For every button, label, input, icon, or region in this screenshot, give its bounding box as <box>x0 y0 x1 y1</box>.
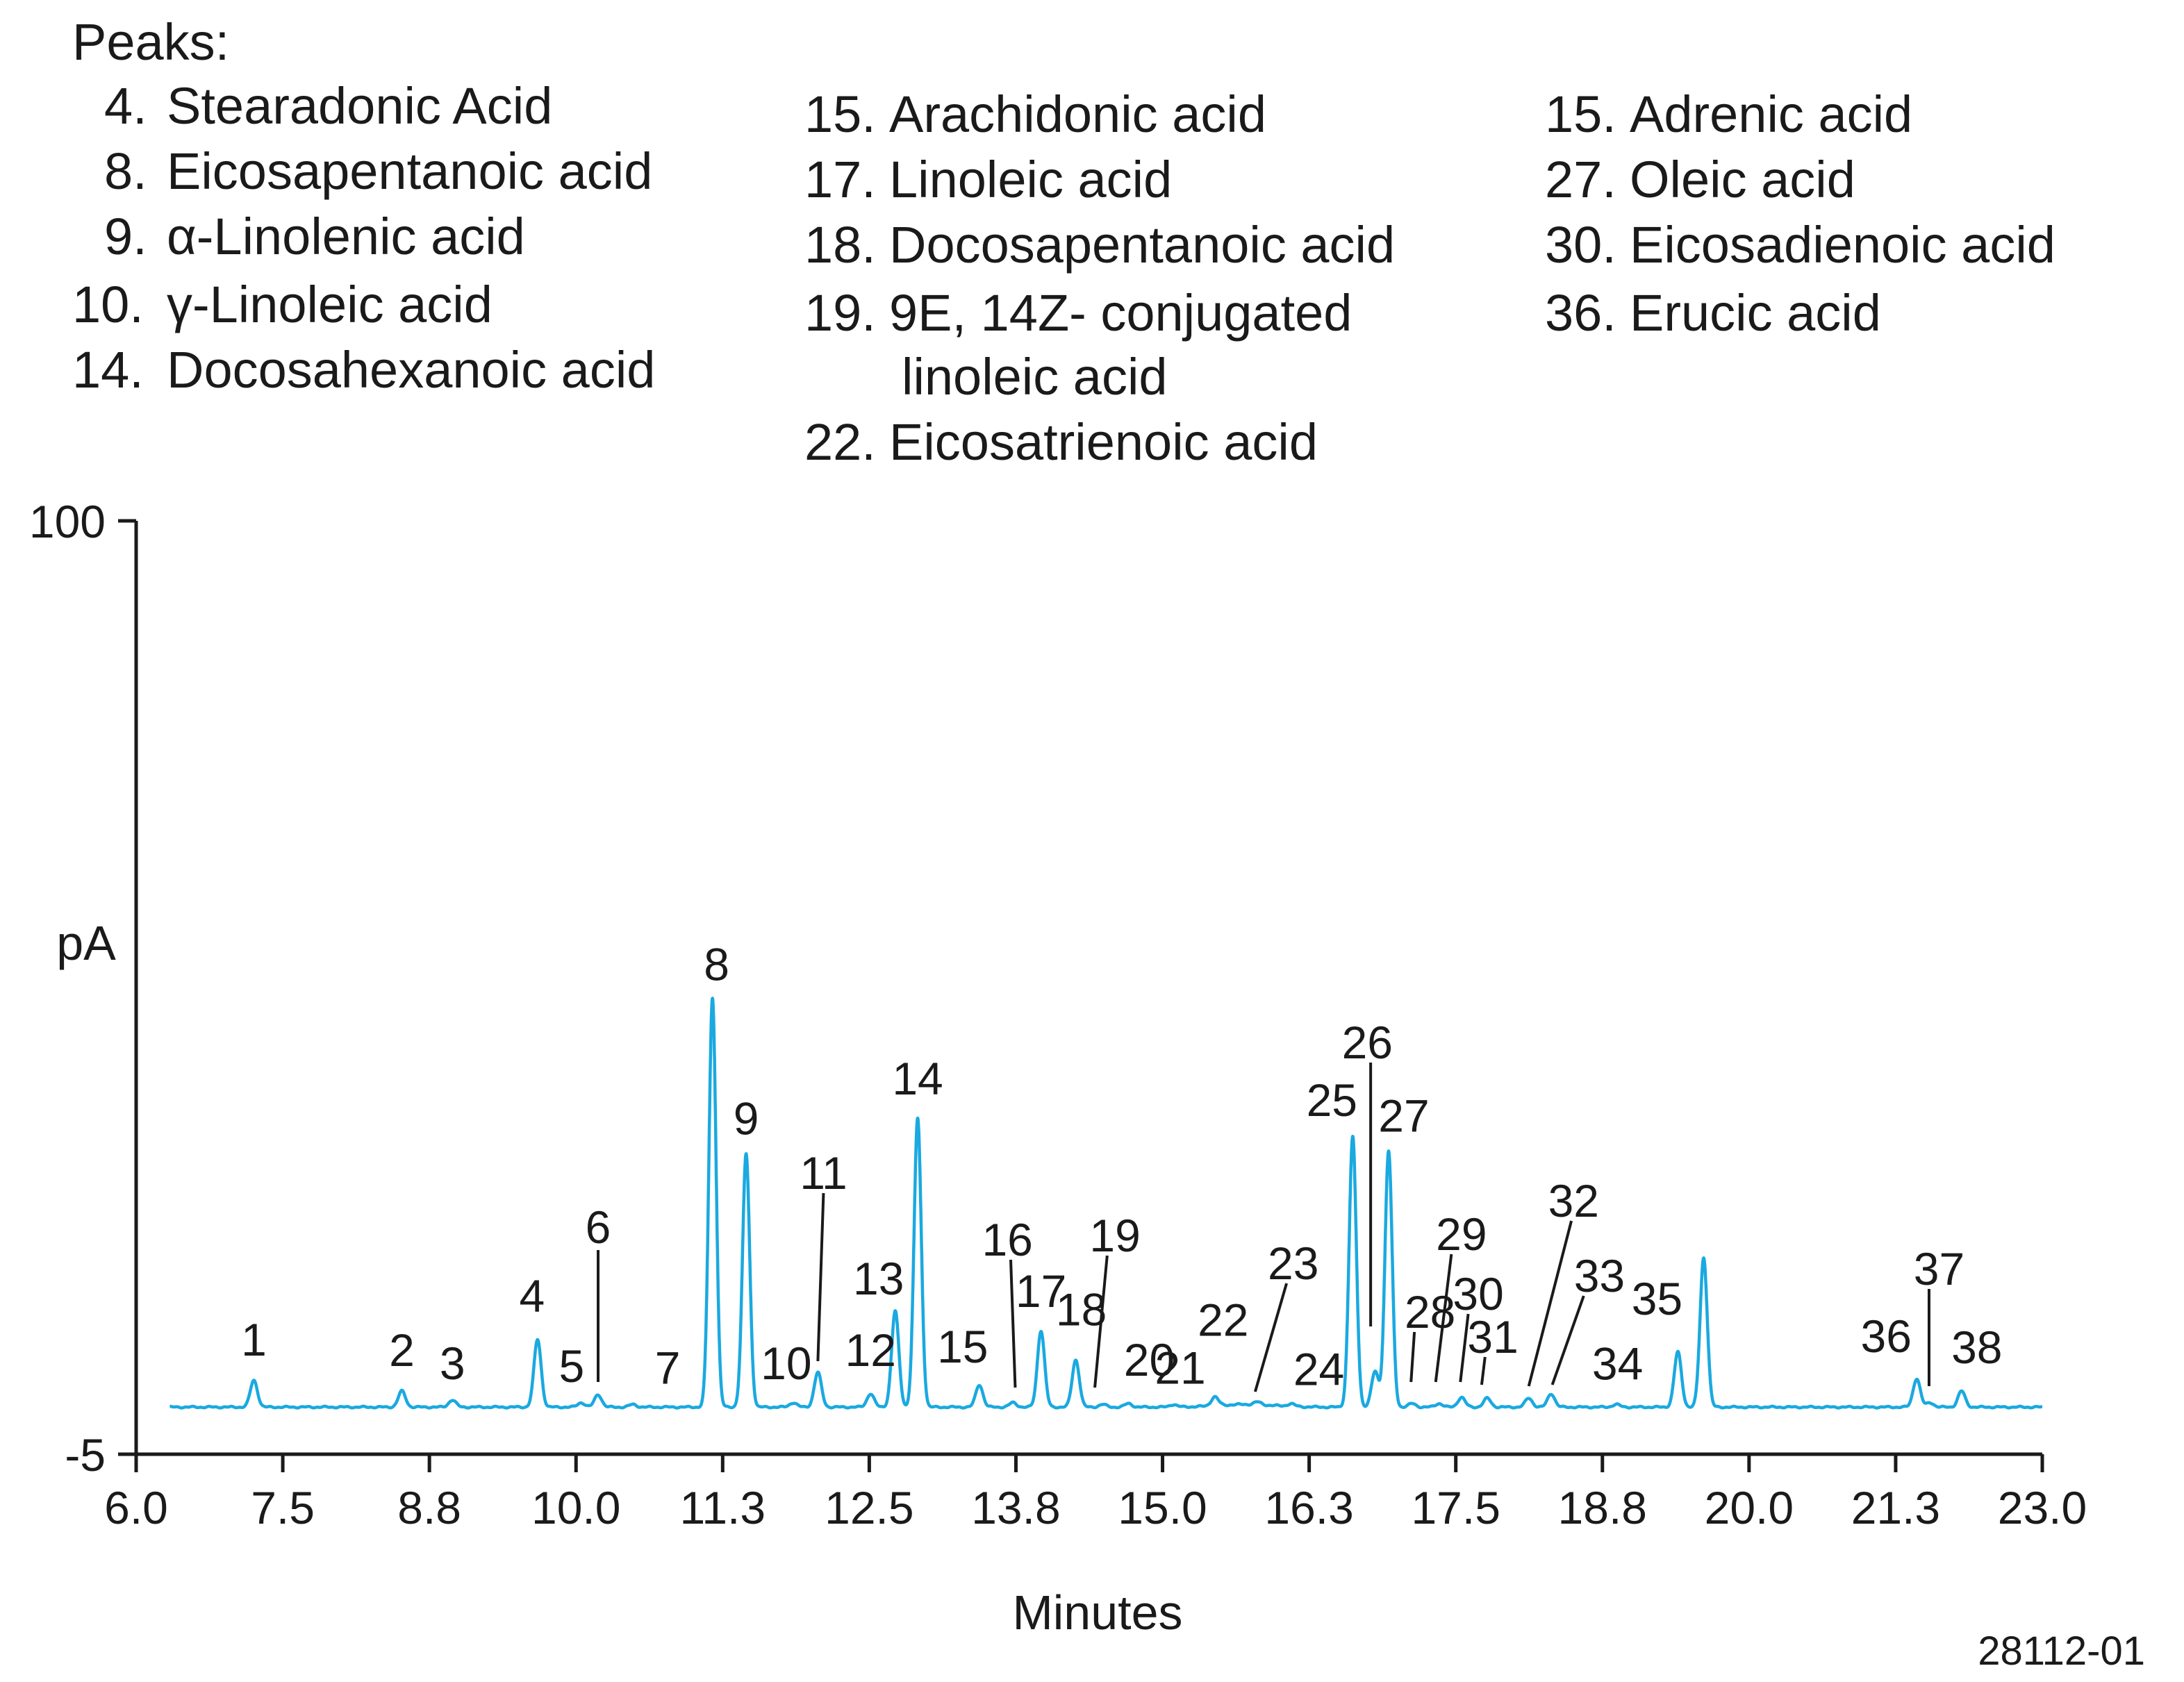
peak-label: 32 <box>1548 1175 1599 1226</box>
x-tick-label: 16.3 <box>1264 1482 1353 1533</box>
peak-leader-line <box>1434 1254 1453 1383</box>
legend-peak-name: Stearadonic Acid <box>167 77 553 135</box>
legend-peak-number: 27. <box>1545 151 1616 208</box>
peak-label: 11 <box>800 1147 847 1199</box>
legend-peak-name: γ-Linoleic acid <box>167 276 493 333</box>
legend-peak-number: 18. <box>804 216 876 274</box>
chromatogram-trace <box>168 997 2044 1410</box>
legend-peak-name: Eicosapentanoic acid <box>167 142 653 200</box>
peak-label: 27 <box>1378 1090 1429 1141</box>
peak-label: 13 <box>853 1253 904 1304</box>
peak-label: 6 <box>586 1201 611 1253</box>
peak-label: 4 <box>519 1270 545 1322</box>
x-tick-label: 23.0 <box>1998 1482 2087 1533</box>
peak-label: 26 <box>1342 1017 1393 1068</box>
peak-leader-line <box>1009 1259 1017 1388</box>
peak-label: 22 <box>1198 1294 1248 1345</box>
peak-leader-line <box>816 1192 825 1362</box>
peak-label: 3 <box>440 1338 465 1389</box>
legend-peak-number: 4. <box>104 77 147 135</box>
x-tick-label: 6.0 <box>104 1482 168 1533</box>
peak-leader-line <box>1480 1356 1487 1385</box>
y-axis-title: pA <box>56 916 116 970</box>
peak-label: 7 <box>655 1342 681 1393</box>
legend-peak-name: Adrenic acid <box>1630 85 1913 143</box>
peak-label: 14 <box>892 1053 943 1104</box>
legend-peak-name: Eicosatrienoic acid <box>889 413 1318 471</box>
x-tick-label: 8.8 <box>397 1482 461 1533</box>
peak-label: 31 <box>1467 1311 1518 1363</box>
x-tick-label: 7.5 <box>251 1482 315 1533</box>
y-tick-label: -5 <box>65 1429 106 1481</box>
legend-peak-number: 36. <box>1545 284 1616 342</box>
legend-peak-name: linoleic acid <box>902 348 1168 406</box>
y-tick-label: 100 <box>29 496 106 547</box>
legend-peak-name: Erucic acid <box>1630 284 1881 342</box>
legend-peak-number: 15. <box>1545 85 1616 143</box>
peak-label: 28 <box>1405 1286 1455 1338</box>
peak-label: 18 <box>1056 1283 1107 1335</box>
legend-peak-number: 30. <box>1545 216 1616 274</box>
peak-leader-line <box>1093 1255 1109 1388</box>
peak-label: 16 <box>982 1214 1032 1265</box>
peak-label: 38 <box>1951 1322 2002 1373</box>
peak-label: 36 <box>1861 1310 1912 1362</box>
peak-label: 37 <box>1914 1243 1964 1294</box>
legend-peak-number: 14. <box>72 341 144 399</box>
legend-peak-number: 19. <box>804 284 876 342</box>
x-tick-label: 12.5 <box>825 1482 913 1533</box>
peak-label: 17 <box>1016 1265 1066 1317</box>
peak-label: 1 <box>241 1314 267 1365</box>
legend-peak-number: 15. <box>804 85 876 143</box>
figure-id: 28112-01 <box>1978 1629 2145 1674</box>
x-tick-label: 13.8 <box>971 1482 1060 1533</box>
x-tick-label: 11.3 <box>680 1482 766 1533</box>
peak-label: 8 <box>704 938 729 990</box>
x-tick-label: 15.0 <box>1118 1482 1207 1533</box>
peak-leader-line <box>1527 1220 1573 1387</box>
legend-peak-name: Linoleic acid <box>889 151 1173 208</box>
legend-title: Peaks: <box>72 13 230 71</box>
legend-peak-name: 9E, 14Z- conjugated <box>889 284 1352 342</box>
peak-label: 34 <box>1592 1338 1643 1389</box>
legend-peak-number: 8. <box>104 142 147 200</box>
peak-label: 20 <box>1124 1334 1175 1385</box>
x-tick-label: 18.8 <box>1558 1482 1647 1533</box>
legend-peak-number: 17. <box>804 151 876 208</box>
peak-label: 19 <box>1089 1210 1140 1261</box>
peak-leader-line <box>1409 1331 1416 1383</box>
x-tick-label: 21.3 <box>1851 1482 1940 1533</box>
peak-label: 9 <box>734 1092 759 1144</box>
peak-label: 30 <box>1453 1268 1503 1319</box>
peak-label: 24 <box>1293 1343 1344 1394</box>
x-tick-label: 10.0 <box>531 1482 620 1533</box>
peak-label: 35 <box>1632 1273 1682 1324</box>
x-tick-label: 20.0 <box>1705 1482 1794 1533</box>
peak-label: 33 <box>1574 1250 1625 1301</box>
x-tick-label: 17.5 <box>1411 1482 1500 1533</box>
peak-leader-line <box>1253 1283 1289 1392</box>
peak-leader-line <box>1459 1313 1470 1383</box>
legend-peak-name: Docosahexanoic acid <box>167 341 656 399</box>
peak-label: 10 <box>761 1338 811 1389</box>
legend-peak-name: Oleic acid <box>1630 151 1855 208</box>
peak-leader-line <box>1550 1295 1585 1385</box>
peak-label: 12 <box>845 1324 896 1376</box>
peak-label: 23 <box>1268 1238 1318 1289</box>
peak-label: 21 <box>1155 1342 1205 1393</box>
legend-peak-name: Arachidonic acid <box>889 85 1266 143</box>
legend-peak-number: 10. <box>72 276 144 333</box>
peak-label: 2 <box>389 1324 415 1376</box>
peak-label: 15 <box>937 1321 988 1372</box>
legend-peak-name: α-Linolenic acid <box>167 208 525 265</box>
peak-label: 25 <box>1307 1074 1357 1126</box>
legend-peak-number: 22. <box>804 413 876 471</box>
x-axis-title: Minutes <box>1012 1585 1182 1640</box>
legend-peak-name: Docosapentanoic acid <box>889 216 1396 274</box>
peak-label: 29 <box>1436 1208 1487 1260</box>
legend-peak-name: Eicosadienoic acid <box>1630 216 2055 274</box>
legend-peak-number: 9. <box>104 208 147 265</box>
peak-label: 5 <box>559 1340 584 1392</box>
